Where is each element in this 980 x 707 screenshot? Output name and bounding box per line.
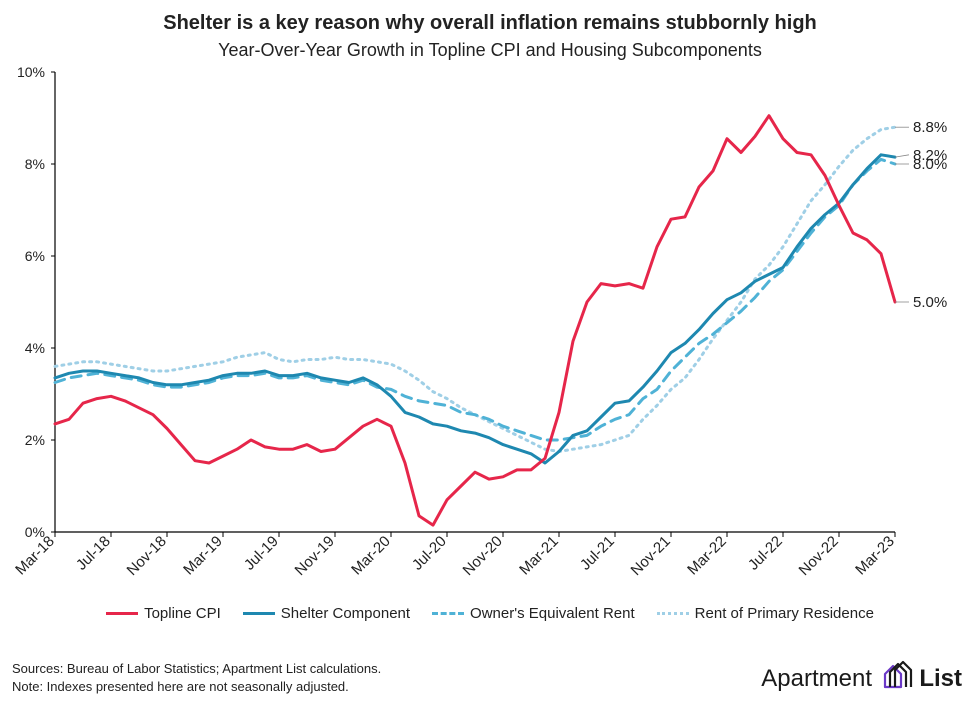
- chart-footer: Sources: Bureau of Labor Statistics; Apa…: [12, 660, 381, 695]
- brand-logo: Apartment List: [761, 659, 962, 693]
- svg-text:Jul-20: Jul-20: [409, 533, 450, 574]
- legend-item: Shelter Component: [243, 605, 410, 622]
- svg-text:Nov-20: Nov-20: [460, 533, 506, 579]
- legend-swatch: [106, 612, 138, 615]
- svg-text:Jul-19: Jul-19: [241, 533, 282, 574]
- footer-sources: Sources: Bureau of Labor Statistics; Apa…: [12, 660, 381, 678]
- brand-word2: List: [919, 665, 962, 692]
- legend-swatch: [657, 612, 689, 615]
- legend-item: Rent of Primary Residence: [657, 605, 874, 622]
- svg-text:5.0%: 5.0%: [913, 294, 947, 311]
- legend-label: Rent of Primary Residence: [695, 605, 874, 622]
- legend-item: Topline CPI: [106, 605, 221, 622]
- svg-text:Nov-22: Nov-22: [796, 533, 842, 579]
- svg-text:Nov-19: Nov-19: [292, 533, 338, 579]
- svg-text:Jul-18: Jul-18: [73, 533, 114, 574]
- svg-text:4%: 4%: [25, 340, 45, 356]
- legend-item: Owner's Equivalent Rent: [432, 605, 635, 622]
- svg-text:Nov-18: Nov-18: [124, 533, 170, 579]
- chart-plot: 0%2%4%6%8%10%Mar-18Jul-18Nov-18Mar-19Jul…: [0, 0, 980, 707]
- svg-text:Nov-21: Nov-21: [628, 533, 674, 579]
- svg-text:2%: 2%: [25, 432, 45, 448]
- svg-text:Mar-23: Mar-23: [852, 533, 898, 579]
- chart-container: Shelter is a key reason why overall infl…: [0, 0, 980, 707]
- legend-label: Shelter Component: [281, 605, 410, 622]
- brand-text: Apartment List: [761, 659, 962, 693]
- svg-text:8.0%: 8.0%: [913, 156, 947, 173]
- svg-text:6%: 6%: [25, 248, 45, 264]
- svg-text:8%: 8%: [25, 156, 45, 172]
- svg-text:Mar-22: Mar-22: [684, 533, 730, 579]
- svg-text:Jul-22: Jul-22: [745, 533, 786, 574]
- legend-swatch: [243, 612, 275, 615]
- svg-text:Mar-19: Mar-19: [180, 533, 226, 579]
- brand-word1: Apartment: [761, 665, 872, 692]
- legend-label: Owner's Equivalent Rent: [470, 605, 635, 622]
- legend-label: Topline CPI: [144, 605, 221, 622]
- svg-text:Mar-21: Mar-21: [516, 533, 562, 579]
- chart-legend: Topline CPI Shelter Component Owner's Equi…: [0, 605, 980, 622]
- svg-text:10%: 10%: [17, 64, 45, 80]
- brand-icon: [879, 659, 913, 693]
- svg-text:Jul-21: Jul-21: [577, 533, 618, 574]
- svg-text:8.8%: 8.8%: [913, 119, 947, 136]
- svg-text:Mar-20: Mar-20: [348, 533, 394, 579]
- footer-note: Note: Indexes presented here are not sea…: [12, 678, 381, 696]
- legend-swatch: [432, 612, 464, 615]
